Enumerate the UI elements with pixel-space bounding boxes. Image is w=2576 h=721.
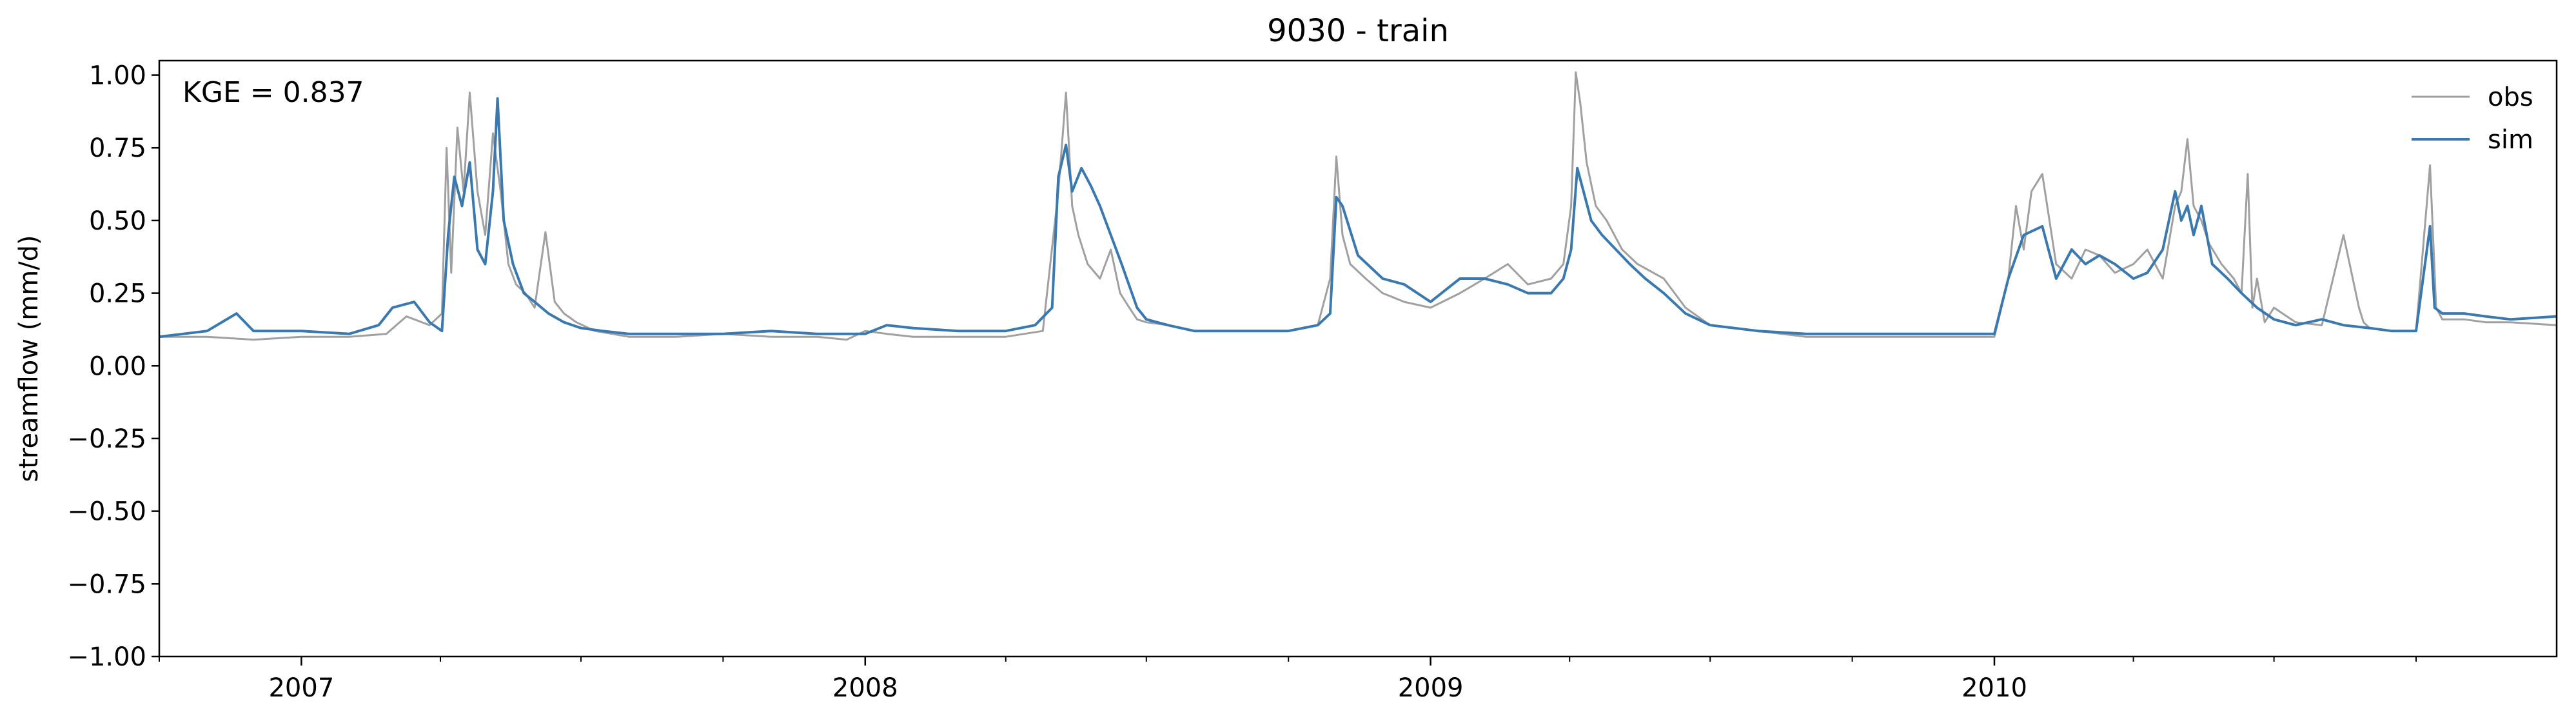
chart-title: 9030 - train	[1267, 13, 1449, 49]
y-tick-label: −0.75	[67, 569, 146, 599]
y-tick-label: 0.25	[89, 279, 146, 309]
legend: obs sim	[2412, 83, 2533, 155]
x-tick-label: 2009	[1398, 673, 1464, 703]
x-axis: 2007 2008 2009 2010	[159, 657, 2417, 703]
y-axis-title: streamflow (mm/d)	[14, 235, 44, 482]
y-axis: −1.00 −0.75 −0.50 −0.25 0.00 0.25 0.50 0.75 1.00	[67, 61, 159, 672]
y-tick-label: 0.00	[89, 351, 146, 381]
x-tick-label: 2010	[1961, 673, 2027, 703]
y-tick-label: −0.50	[67, 497, 146, 527]
series-line-sim	[159, 97, 2557, 339]
plot-frame	[158, 59, 2558, 658]
plot-area	[159, 71, 2557, 341]
series-line-obs	[159, 71, 2557, 341]
x-tick-label: 2008	[832, 673, 898, 703]
legend-label-obs: obs	[2488, 83, 2533, 112]
x-tick-label: 2007	[268, 673, 334, 703]
kge-annotation: KGE = 0.837	[182, 76, 364, 109]
y-tick-label: 0.50	[89, 206, 146, 236]
y-tick-label: 0.75	[89, 133, 146, 163]
series-lines	[159, 71, 2557, 341]
y-tick-label: −1.00	[67, 642, 146, 672]
legend-label-sim: sim	[2488, 125, 2533, 155]
y-tick-label: 1.00	[89, 61, 146, 91]
y-tick-label: −0.25	[67, 424, 146, 454]
